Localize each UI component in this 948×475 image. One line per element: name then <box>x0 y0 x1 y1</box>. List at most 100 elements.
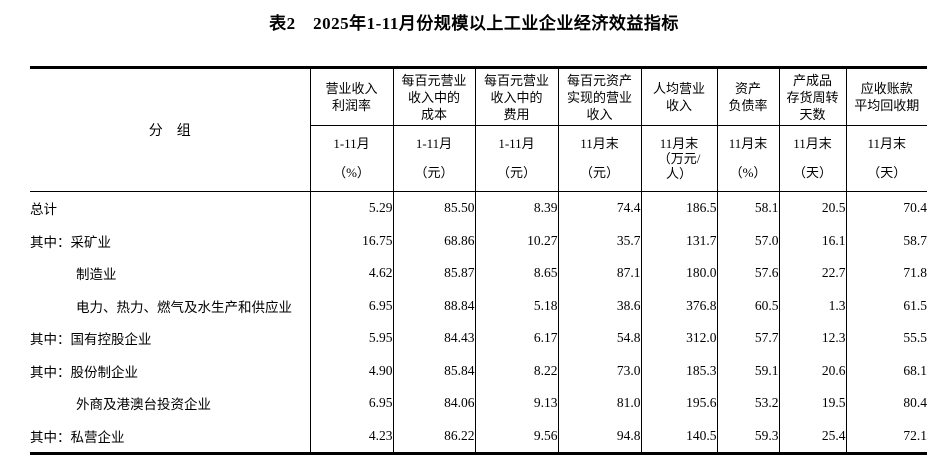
cell-value: 35.7 <box>557 224 641 257</box>
table-row: 其中：私营企业 4.23 86.22 9.56 94.8 140.5 59.3 25.4 72.… <box>30 419 927 454</box>
cell-value: 186.5 <box>640 191 717 225</box>
column-subheader: 1-11月 （元） <box>392 125 475 192</box>
cell-value: 16.1 <box>778 224 846 257</box>
table-body: 总计 5.29 85.50 8.39 74.4 186.5 58.1 20.5 70.4 其中：采… <box>30 191 927 454</box>
cell-value: 140.5 <box>640 419 717 454</box>
cell-value: 59.1 <box>716 354 779 387</box>
period-label: 1-11月 <box>415 136 453 151</box>
table-row: 制造业 4.62 85.87 8.65 87.1 180.0 57.6 22.7 71.8 <box>30 257 927 290</box>
period-label: 11月末 <box>580 136 619 151</box>
economic-indicators-table: 分 组 营业收入 利润率 每百元营业 收入中的 成本 每百元营业 收入中的 费用 每百… <box>30 66 927 455</box>
cell-value: 94.8 <box>557 419 641 454</box>
table-row: 总计 5.29 85.50 8.39 74.4 186.5 58.1 20.5 70.4 <box>30 191 927 225</box>
cell-value: 20.5 <box>778 191 846 225</box>
table-row: 其中：股份制企业 4.90 85.84 8.22 73.0 185.3 59.1 20.6 68… <box>30 354 927 387</box>
cell-value: 8.22 <box>474 354 558 387</box>
cell-value: 85.84 <box>392 354 475 387</box>
row-label: 总计 <box>30 191 310 225</box>
unit-label: （万元/ 人） <box>657 151 701 181</box>
row-label: 制造业 <box>76 267 117 283</box>
cell-value: 54.8 <box>557 322 641 355</box>
cell-value: 81.0 <box>557 387 641 420</box>
column-subheader: 11月末 （天） <box>845 125 927 192</box>
cell-value: 9.13 <box>474 387 558 420</box>
cell-value: 86.22 <box>392 419 475 454</box>
cell-value: 376.8 <box>640 289 717 322</box>
cell-value: 10.27 <box>474 224 558 257</box>
cell-value: 4.90 <box>309 354 393 387</box>
cell-value: 68.1 <box>845 354 927 387</box>
period-label: 11月末 <box>867 136 907 151</box>
cell-value: 38.6 <box>557 289 641 322</box>
cell-value: 74.4 <box>557 191 641 225</box>
cell-value: 5.95 <box>309 322 393 355</box>
cell-value: 71.8 <box>845 257 927 290</box>
cell-value: 57.0 <box>716 224 779 257</box>
cell-value: 180.0 <box>640 257 717 290</box>
column-subheader: 11月末 （元） <box>557 125 641 192</box>
row-label: 电力、热力、燃气及水生产和供应业 <box>76 299 292 315</box>
cell-value: 70.4 <box>845 191 927 225</box>
period-label: 1-11月 <box>498 136 535 151</box>
page-title: 表2 2025年1-11月份规模以上工业企业经济效益指标 <box>269 14 679 33</box>
cell-value: 68.86 <box>392 224 475 257</box>
cell-value: 6.17 <box>474 322 558 355</box>
cell-value: 84.06 <box>392 387 475 420</box>
cell-value: 58.7 <box>845 224 927 257</box>
column-subheader: 1-11月 （元） <box>474 125 558 192</box>
cell-value: 72.1 <box>845 419 927 454</box>
cell-value: 85.87 <box>392 257 475 290</box>
group-header-cell: 分 组 <box>30 67 311 192</box>
unit-label: （%） <box>729 165 767 180</box>
cell-value: 59.3 <box>716 419 779 454</box>
cell-value: 8.39 <box>474 191 558 225</box>
period-label: 11月末 <box>728 136 768 151</box>
cell-value: 53.2 <box>716 387 779 420</box>
period-label: 1-11月 <box>333 136 370 151</box>
unit-label: （天） <box>867 165 907 180</box>
unit-label: （元） <box>414 165 454 180</box>
cell-value: 20.6 <box>778 354 846 387</box>
cell-value: 4.62 <box>309 257 393 290</box>
table-row: 外商及港澳台投资企业 6.95 84.06 9.13 81.0 195.6 53.2 19.5… <box>30 387 927 420</box>
table-row: 电力、热力、燃气及水生产和供应业 6.95 88.84 5.18 38.6 376.8 60… <box>30 289 927 322</box>
column-subheader: 1-11月 （%） <box>309 125 393 192</box>
column-subheader: 11月末 （万元/ 人） <box>640 125 717 192</box>
unit-label: （元） <box>496 165 536 180</box>
column-header: 每百元资产 实现的营业 收入 <box>557 67 641 126</box>
cell-value: 25.4 <box>778 419 846 454</box>
column-header: 每百元营业 收入中的 成本 <box>392 67 475 126</box>
cell-value: 84.43 <box>392 322 475 355</box>
period-label: 11月末 <box>793 136 832 151</box>
cell-value: 55.5 <box>845 322 927 355</box>
cell-value: 87.1 <box>557 257 641 290</box>
column-header: 应收账款 平均回收期 <box>845 67 927 126</box>
cell-value: 19.5 <box>778 387 846 420</box>
column-subheader: 11月末 （%） <box>716 125 779 192</box>
table-row: 其中：国有控股企业 5.95 84.43 6.17 54.8 312.0 57.7 12.3 5… <box>30 322 927 355</box>
column-header: 资产 负债率 <box>716 67 779 126</box>
cell-value: 195.6 <box>640 387 717 420</box>
row-label: 其中：私营企业 <box>30 429 125 445</box>
column-header: 人均营业 收入 <box>640 67 717 126</box>
cell-value: 88.84 <box>392 289 475 322</box>
indicator-period-row: 1-11月 （%） 1-11月 （元） 1-11月 （元） 11月末 （元） 11月末 （万元/ … <box>30 125 927 192</box>
cell-value: 4.23 <box>309 419 393 454</box>
cell-value: 185.3 <box>640 354 717 387</box>
cell-value: 22.7 <box>778 257 846 290</box>
column-header: 每百元营业 收入中的 费用 <box>474 67 558 126</box>
cell-value: 312.0 <box>640 322 717 355</box>
indicator-name-row: 分 组 营业收入 利润率 每百元营业 收入中的 成本 每百元营业 收入中的 费用 每百… <box>30 67 927 192</box>
unit-label: （天） <box>792 165 832 180</box>
cell-value: 73.0 <box>557 354 641 387</box>
column-header: 营业收入 利润率 <box>309 67 393 126</box>
row-label: 其中：国有控股企业 <box>30 332 152 348</box>
cell-value: 5.18 <box>474 289 558 322</box>
row-label: 外商及港澳台投资企业 <box>76 397 211 413</box>
cell-value: 8.65 <box>474 257 558 290</box>
cell-value: 57.6 <box>716 257 779 290</box>
cell-value: 16.75 <box>309 224 393 257</box>
cell-value: 57.7 <box>716 322 779 355</box>
cell-value: 131.7 <box>640 224 717 257</box>
